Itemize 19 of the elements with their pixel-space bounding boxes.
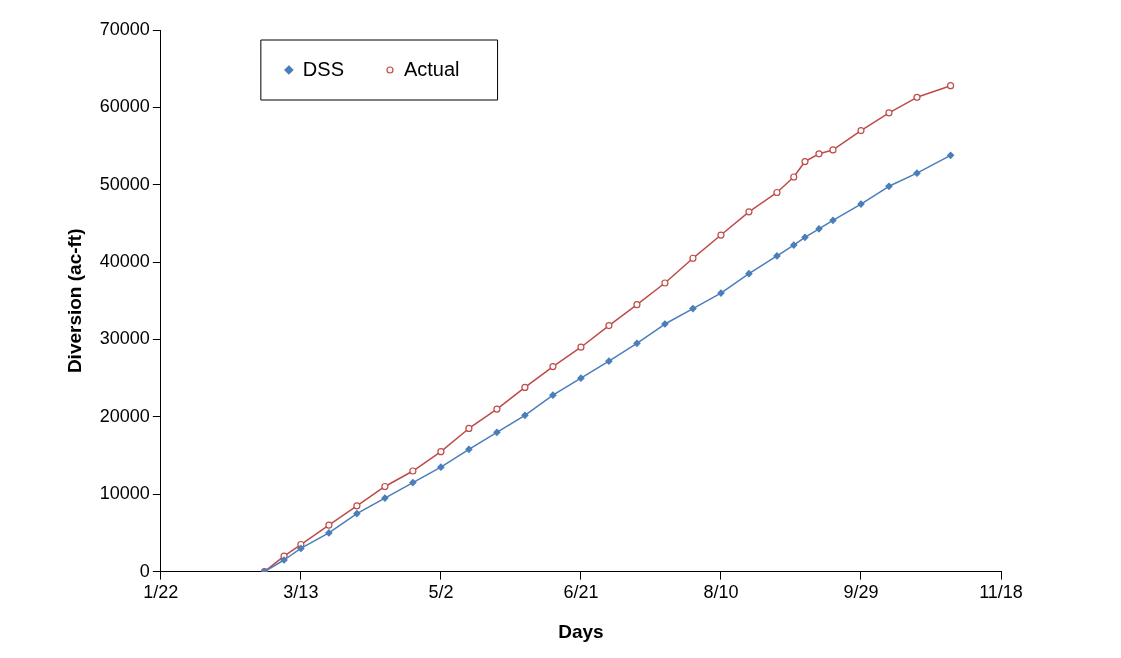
x-tick-label: 11/18 [979,582,1023,603]
y-tick-label: 70000 [99,18,150,39]
y-tick-label: 30000 [99,328,150,349]
y-tick-label: 20000 [99,405,150,426]
x-tick-label: 3/13 [283,582,319,603]
y-tick-label: 60000 [99,96,150,117]
y-tick-label: 10000 [99,483,150,504]
y-axis-title: Diversion (ac-ft) [63,228,85,374]
x-tick-label: 1/22 [143,582,179,603]
y-tick-label: 0 [139,560,150,581]
x-tick-label: 6/21 [563,582,599,603]
x-tick-label: 5/2 [428,582,454,603]
legend-label: DSS [302,57,344,80]
x-axis-title: Days [558,620,604,642]
x-tick-label: 9/29 [843,582,879,603]
y-tick-label: 50000 [99,173,150,194]
y-tick-label: 40000 [99,251,150,272]
x-tick-label: 8/10 [703,582,739,603]
legend-label: Actual [403,57,460,80]
